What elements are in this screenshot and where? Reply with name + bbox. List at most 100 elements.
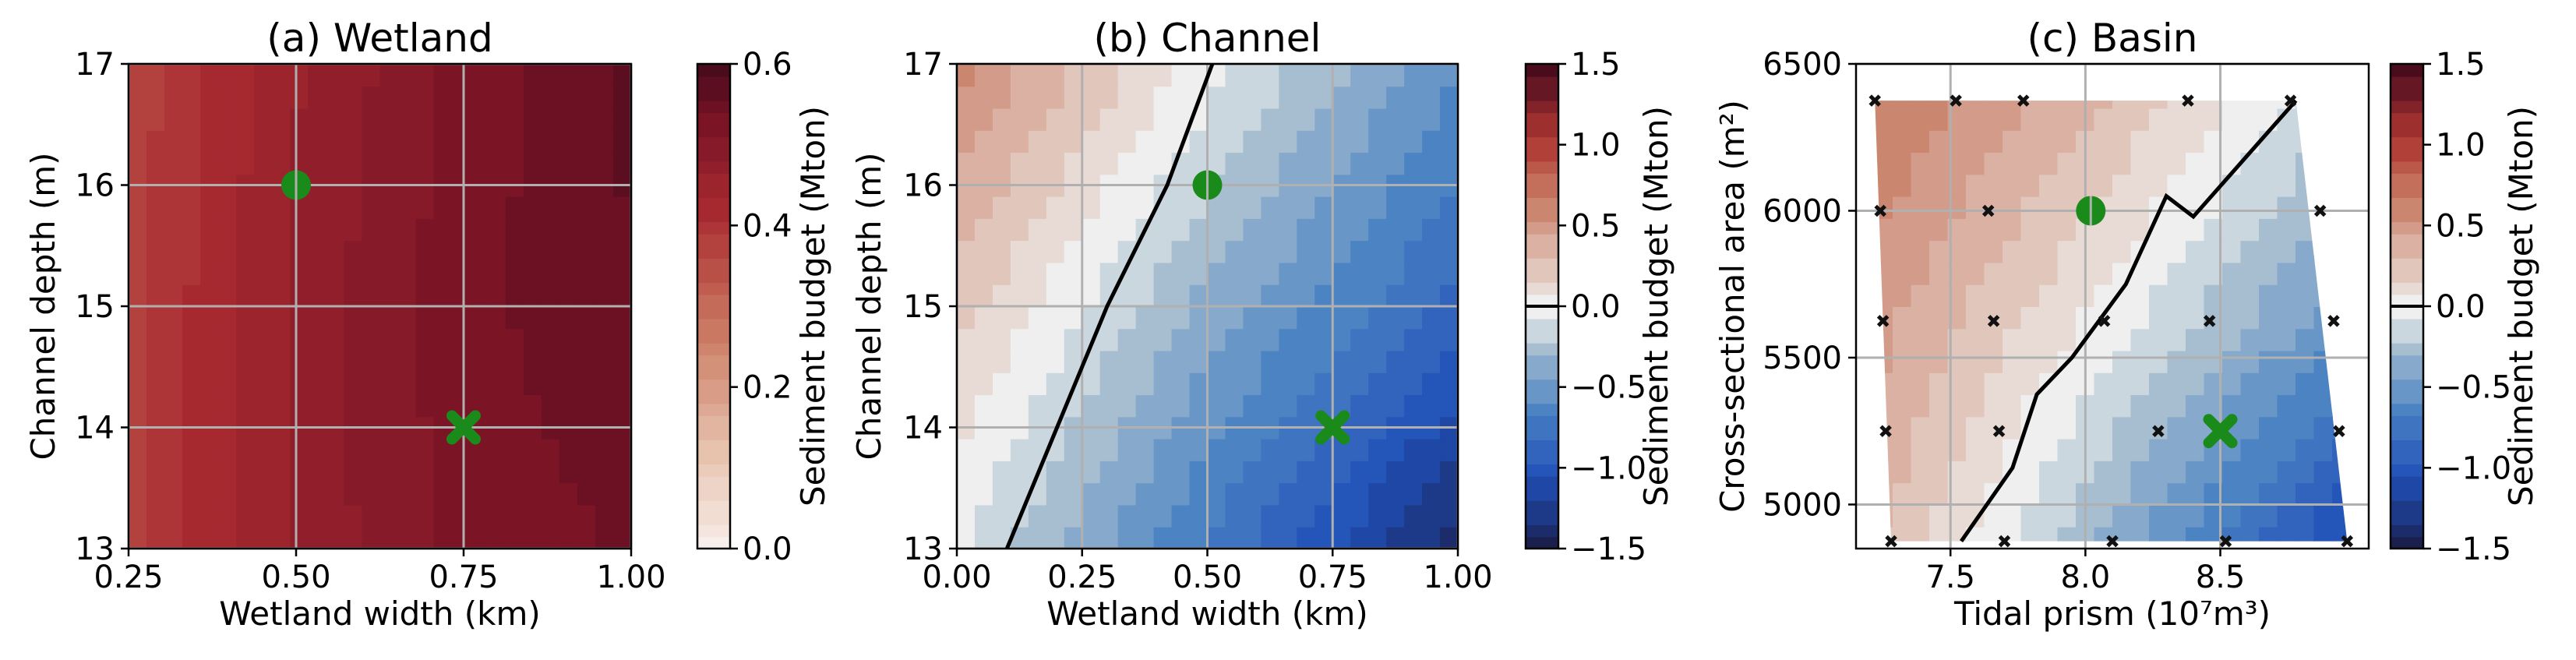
- colorbar-band: [1526, 536, 1558, 549]
- sample-point: [2106, 535, 2119, 548]
- x-axis-label: Wetland width (km): [219, 595, 541, 633]
- sample-point: [2341, 535, 2354, 548]
- sample-point: [1868, 94, 1882, 107]
- colorbar-band: [697, 197, 730, 210]
- y-tick-label: 17: [75, 47, 115, 83]
- colorbar-tick-label: 0.5: [2436, 208, 2486, 244]
- colorbar-band: [2391, 148, 2423, 162]
- colorbar-band: [697, 124, 730, 138]
- colorbar-band: [1526, 379, 1558, 392]
- colorbar-band: [2391, 112, 2423, 125]
- colorbar-band: [697, 245, 730, 259]
- colorbar-label: Sediment budget (Mton): [1637, 106, 1675, 506]
- colorbar-band: [697, 524, 730, 538]
- colorbar-band: [2391, 524, 2423, 538]
- colorbar-band: [2391, 161, 2423, 174]
- colorbar-band: [2391, 390, 2423, 404]
- y-tick-label: 15: [903, 289, 943, 325]
- colorbar-tick-label: 0.4: [743, 208, 792, 244]
- colorbar-band: [697, 330, 730, 344]
- colorbar-band: [697, 427, 730, 441]
- colorbar-band: [697, 342, 730, 356]
- sample-point: [1876, 315, 1890, 327]
- colorbar-band: [1526, 76, 1558, 90]
- colorbar-band: [697, 294, 730, 307]
- colorbar-band: [1526, 294, 1558, 307]
- colorbar-band: [1526, 112, 1558, 125]
- zero-contour-line: [1960, 99, 2298, 543]
- colorbar-band: [2391, 499, 2423, 514]
- colorbar-band: [2391, 281, 2423, 295]
- contour-field: [1875, 101, 2348, 542]
- y-axis-label: Cross-sectional area (m²): [1713, 100, 1752, 513]
- colorbar-band: [697, 270, 730, 283]
- colorbar-tick-label: −1.5: [1571, 531, 1646, 567]
- sample-point: [2219, 535, 2232, 548]
- colorbar-band: [697, 100, 730, 114]
- sample-point: [1998, 535, 2011, 548]
- axes-frame: [1854, 62, 2370, 550]
- x-tick-label: 0.50: [261, 559, 330, 595]
- x-tick-label: 1.00: [1423, 559, 1492, 595]
- colorbar-band: [1526, 257, 1558, 271]
- x-axis-label: Tidal prism (10⁷m³): [1953, 595, 2271, 633]
- colorbar-band: [697, 233, 730, 247]
- colorbar-band: [2391, 64, 2423, 77]
- colorbar-tick-label: −1.0: [1571, 450, 1646, 486]
- colorbar-band: [2391, 257, 2423, 271]
- colorbar-band: [2391, 197, 2423, 210]
- colorbar-band: [1526, 100, 1558, 114]
- colorbar-band: [1526, 306, 1558, 319]
- colorbar-band: [1526, 270, 1558, 283]
- colorbar: −1.5 −1.0 −0.5 0.0 0.5 1.0 1.5 Sediment budget …: [2389, 47, 2540, 567]
- colorbar-band: [2391, 124, 2423, 138]
- colorbar-tick-label: 0.0: [2436, 289, 2486, 325]
- colorbar-band: [1526, 439, 1558, 453]
- colorbar-band: [1526, 245, 1558, 259]
- sample-point: [2327, 315, 2340, 327]
- colorbar-tick-label: 1.0: [2436, 128, 2486, 164]
- colorbar-band: [2391, 172, 2423, 186]
- colorbar-band: [1526, 427, 1558, 441]
- y-axis-label: Channel depth (m): [24, 152, 62, 460]
- sample-point: [1987, 315, 2000, 327]
- chart-title: (c) Basin: [2027, 16, 2198, 61]
- y-tick-label: 15: [75, 289, 115, 325]
- colorbar-band: [697, 257, 730, 271]
- colorbar-band: [1526, 161, 1558, 174]
- panel-1: 0.00 0.25 0.50 0.75 1.00 13 14 15 16 17 (b) Channe…: [850, 16, 1675, 633]
- colorbar-band: [1526, 488, 1558, 501]
- y-tick-label: 6000: [1763, 193, 1842, 229]
- colorbar-band: [1526, 355, 1558, 368]
- colorbar-band: [697, 172, 730, 186]
- colorbar-band: [2391, 221, 2423, 235]
- colorbar: −1.5 −1.0 −0.5 0.0 0.5 1.0 1.5 Sediment budget …: [1524, 47, 1675, 567]
- sample-point: [2333, 425, 2345, 437]
- marker-cross: [2203, 414, 2238, 449]
- colorbar-band: [697, 64, 730, 77]
- colorbar-tick-label: 0.0: [1571, 289, 1621, 325]
- y-tick-label: 5500: [1763, 341, 1842, 376]
- sample-point: [2182, 94, 2194, 107]
- colorbar-band: [2391, 366, 2423, 380]
- colorbar-band: [1526, 451, 1558, 465]
- x-tick-label: 8.5: [2196, 559, 2246, 595]
- colorbar-band: [2391, 355, 2423, 368]
- colorbar-band: [1526, 172, 1558, 186]
- sample-point: [1879, 425, 1892, 437]
- colorbar-band: [1526, 281, 1558, 295]
- colorbar-band: [2391, 209, 2423, 223]
- colorbar-band: [697, 281, 730, 295]
- colorbar-band: [2391, 379, 2423, 392]
- colorbar-band: [2391, 488, 2423, 501]
- colorbar-band: [2391, 100, 2423, 114]
- x-tick-label: 0.25: [1047, 559, 1117, 595]
- colorbar-tick-label: 0.2: [743, 370, 792, 406]
- colorbar-band: [1526, 221, 1558, 235]
- x-tick-label: 0.75: [429, 559, 498, 595]
- colorbar-band: [697, 499, 730, 514]
- x-axis-label: Wetland width (km): [1046, 595, 1368, 633]
- x-tick-label: 0.75: [1298, 559, 1367, 595]
- colorbar-band: [2391, 233, 2423, 247]
- x-tick-label: 7.5: [1925, 559, 1975, 595]
